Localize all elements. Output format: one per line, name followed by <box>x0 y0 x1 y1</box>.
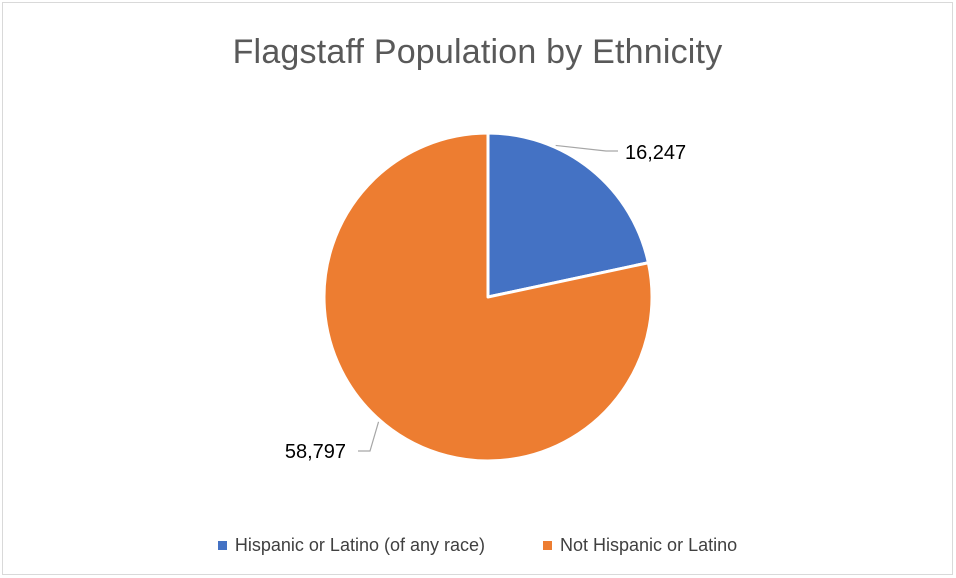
legend-label-not-hispanic: Not Hispanic or Latino <box>560 535 738 555</box>
legend: Hispanic or Latino (of any race) Not His… <box>3 535 952 556</box>
leader-line <box>358 421 380 452</box>
pie-slice-hispanic <box>486 131 650 299</box>
pie-slice-not-hispanic <box>322 131 654 463</box>
legend-swatch-not-hispanic <box>543 541 553 550</box>
leader-lines <box>358 144 618 452</box>
legend-label-hispanic: Hispanic or Latino (of any race) <box>234 535 486 555</box>
pie-slices <box>322 131 654 463</box>
data-label-not-hispanic: 58,797 <box>285 441 346 463</box>
legend-swatch-hispanic <box>217 541 227 550</box>
data-labels: 16,247 58,797 <box>285 142 686 463</box>
leader-line <box>555 144 618 152</box>
chart-title: Flagstaff Population by Ethnicity <box>232 33 723 71</box>
data-label-hispanic: 16,247 <box>625 142 686 164</box>
pie-chart: 16,247 58,797 <box>285 131 686 463</box>
legend-item-hispanic: Hispanic or Latino (of any race) <box>217 535 486 556</box>
legend-item-not-hispanic: Not Hispanic or Latino <box>543 535 737 556</box>
